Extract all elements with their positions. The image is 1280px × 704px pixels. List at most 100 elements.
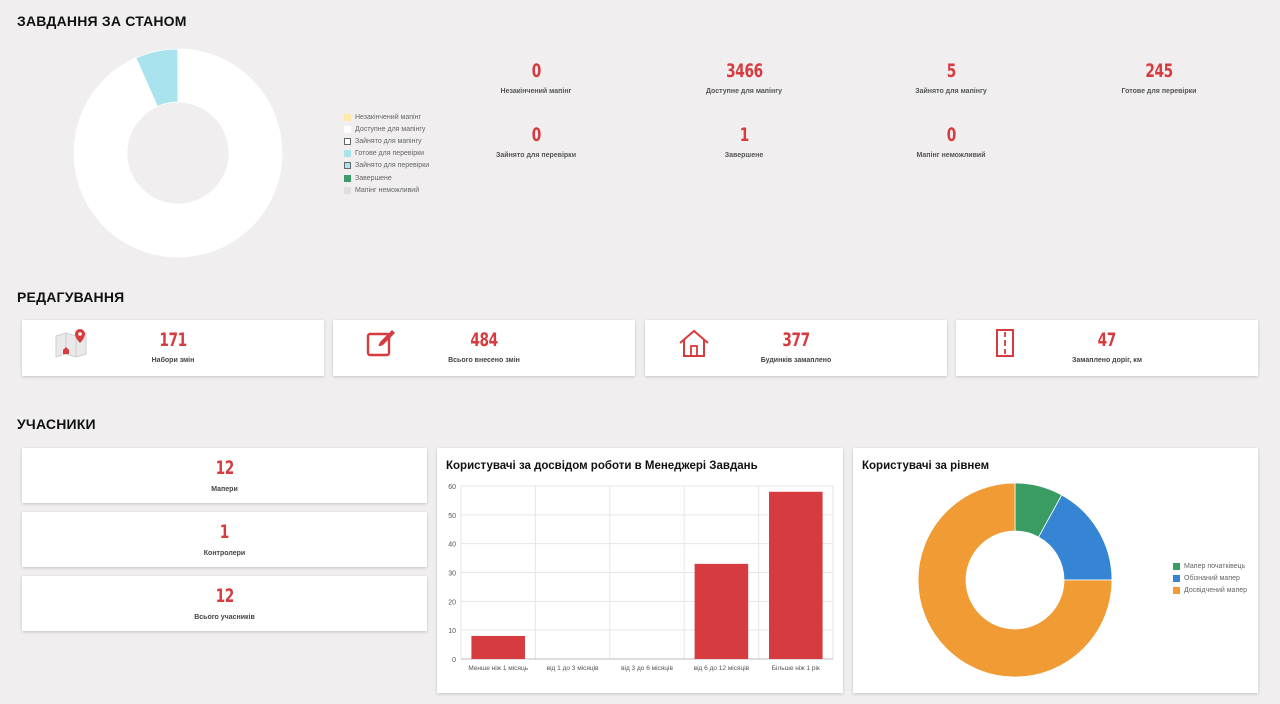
stat-value: 1 bbox=[739, 124, 749, 146]
status-legend-item[interactable]: Незакінчений мапінг bbox=[344, 111, 429, 123]
stat-finished: 1 Завершене bbox=[659, 124, 829, 159]
stat-impossible: 0 Мапінг неможливий bbox=[866, 124, 1036, 159]
x-tick-label: Більше ніж 1 рік bbox=[772, 664, 820, 672]
total-edits-label: Всього внесено змін bbox=[448, 357, 520, 364]
x-tick-label: Менше ніж 1 місяць bbox=[468, 664, 528, 672]
y-tick-label: 0 bbox=[452, 657, 456, 664]
edit-card-buildings: 377 Будинків замаплено bbox=[645, 320, 947, 376]
level-legend-item[interactable]: Досвідчений мапер bbox=[1173, 584, 1247, 596]
total-edits-value: 484 bbox=[470, 329, 498, 351]
stat-ready-validation: 245 Готове для перевірки bbox=[1074, 60, 1244, 95]
mappers-card: 12 Мапери bbox=[22, 448, 427, 503]
stat-available: 3466 Доступне для мапінгу bbox=[659, 60, 829, 95]
stat-label: Зайнято для перевірки bbox=[496, 152, 576, 159]
road-icon bbox=[996, 329, 1014, 357]
validators-value: 1 bbox=[219, 521, 230, 543]
stat-label: Зайнято для мапінгу bbox=[915, 88, 987, 95]
level-donut-chart bbox=[917, 482, 1113, 678]
x-tick-label: від 1 до 3 місяців bbox=[547, 664, 599, 672]
legend-swatch bbox=[1173, 586, 1180, 594]
total-participants-label: Всього учасників bbox=[194, 614, 255, 621]
changesets-label: Набори змін bbox=[151, 357, 195, 364]
legend-label: Зайнято для мапінгу bbox=[355, 137, 422, 145]
level-slice-2[interactable] bbox=[917, 482, 1113, 678]
legend-label: Доступне для мапінгу bbox=[355, 125, 426, 133]
level-legend-item[interactable]: Обізнаний мапер bbox=[1173, 572, 1247, 584]
legend-swatch bbox=[1173, 574, 1180, 582]
edit-card-changesets: 171 Набори змін bbox=[22, 320, 324, 376]
legend-label: Незакінчений мапінг bbox=[355, 113, 422, 121]
legend-label: Досвідчений мапер bbox=[1184, 586, 1248, 594]
status-legend-item[interactable]: Завершене bbox=[344, 172, 429, 184]
legend-label: Готове для перевірки bbox=[355, 150, 425, 158]
edit-card-total-edits: 484 Всього внесено змін bbox=[333, 320, 635, 376]
bar[interactable] bbox=[694, 563, 749, 659]
legend-label: Мапінг неможливий bbox=[355, 186, 420, 194]
bar[interactable] bbox=[471, 635, 525, 659]
validators-label: Контролери bbox=[203, 550, 246, 557]
legend-swatch bbox=[344, 186, 351, 194]
status-section-title: ЗАВДАННЯ ЗА СТАНОМ bbox=[17, 13, 187, 29]
roads-value: 47 bbox=[1097, 329, 1117, 351]
status-legend: Незакінчений мапінг Доступне для мапінгу З… bbox=[344, 111, 429, 196]
stat-value: 5 bbox=[946, 60, 956, 82]
experience-chart-title: Користувачі за досвідом роботи в Менедже… bbox=[446, 460, 758, 472]
y-tick-label: 40 bbox=[448, 542, 456, 549]
stat-label: Мапінг неможливий bbox=[916, 152, 986, 159]
legend-swatch bbox=[344, 150, 351, 158]
legend-swatch bbox=[1173, 562, 1180, 570]
legend-swatch bbox=[344, 137, 351, 145]
status-legend-item[interactable]: Готове для перевірки bbox=[344, 148, 429, 160]
changesets-value: 171 bbox=[159, 329, 187, 351]
participants-section-title: УЧАСНИКИ bbox=[17, 416, 96, 432]
status-legend-item[interactable]: Зайнято для перевірки bbox=[344, 160, 429, 172]
stat-value: 3466 bbox=[725, 60, 763, 82]
total-participants-card: 12 Всього учасників bbox=[22, 576, 427, 631]
validators-card: 1 Контролери bbox=[22, 512, 427, 567]
status-slice-1[interactable] bbox=[73, 48, 283, 258]
mappers-label: Мапери bbox=[211, 486, 238, 493]
editing-section-title: РЕДАГУВАННЯ bbox=[17, 289, 125, 305]
buildings-label: Будинків замаплено bbox=[760, 357, 832, 364]
roads-label: Замаплено доріг, км bbox=[1072, 357, 1142, 364]
level-chart-title: Користувачі за рівнем bbox=[862, 460, 990, 472]
legend-label: Мапер початківець bbox=[1184, 562, 1246, 570]
legend-label: Завершене bbox=[355, 174, 392, 182]
edit-icon bbox=[366, 330, 395, 357]
status-legend-item[interactable]: Доступне для мапінгу bbox=[344, 123, 429, 135]
y-tick-label: 10 bbox=[448, 628, 456, 635]
total-participants-value: 12 bbox=[215, 585, 234, 607]
edit-card-roads: 47 Замаплено доріг, км bbox=[956, 320, 1258, 376]
stat-value: 0 bbox=[531, 60, 541, 82]
mappers-value: 12 bbox=[215, 457, 234, 479]
y-tick-label: 20 bbox=[448, 599, 456, 606]
x-tick-label: від 3 до 6 місяців bbox=[621, 664, 673, 672]
legend-swatch bbox=[344, 113, 351, 121]
stat-value: 245 bbox=[1145, 60, 1173, 82]
legend-label: Зайнято для перевірки bbox=[355, 162, 430, 170]
status-legend-item[interactable]: Мапінг неможливий bbox=[344, 184, 429, 196]
level-legend: Мапер початківець Обізнаний мапер Досвідче… bbox=[1173, 560, 1247, 597]
legend-swatch bbox=[344, 174, 351, 182]
map-pin-icon bbox=[55, 329, 87, 358]
y-tick-label: 30 bbox=[448, 571, 456, 578]
level-legend-item[interactable]: Мапер початківець bbox=[1173, 560, 1247, 572]
buildings-value: 377 bbox=[782, 329, 810, 351]
stat-locked-validation: 0 Зайнято для перевірки bbox=[451, 124, 621, 159]
stat-value: 0 bbox=[531, 124, 541, 146]
x-tick-label: від 6 до 12 місяців bbox=[694, 664, 750, 672]
legend-swatch bbox=[344, 125, 351, 133]
level-chart-card: Користувачі за рівнем Мапер початківець О… bbox=[853, 448, 1258, 693]
y-tick-label: 60 bbox=[448, 484, 456, 491]
stat-label: Доступне для мапінгу bbox=[705, 88, 783, 95]
status-legend-item[interactable]: Зайнято для мапінгу bbox=[344, 135, 429, 147]
experience-chart-card: Користувачі за досвідом роботи в Менедже… bbox=[437, 448, 843, 693]
stat-locked-mapping: 5 Зайнято для мапінгу bbox=[866, 60, 1036, 95]
status-donut-chart bbox=[73, 48, 283, 258]
stat-unfinished: 0 Незакінчений мапінг bbox=[451, 60, 621, 95]
house-icon bbox=[679, 329, 709, 357]
stat-label: Завершене bbox=[724, 152, 764, 159]
stat-label: Незакінчений мапінг bbox=[500, 88, 572, 95]
bar[interactable] bbox=[769, 491, 823, 659]
legend-swatch bbox=[344, 162, 351, 170]
